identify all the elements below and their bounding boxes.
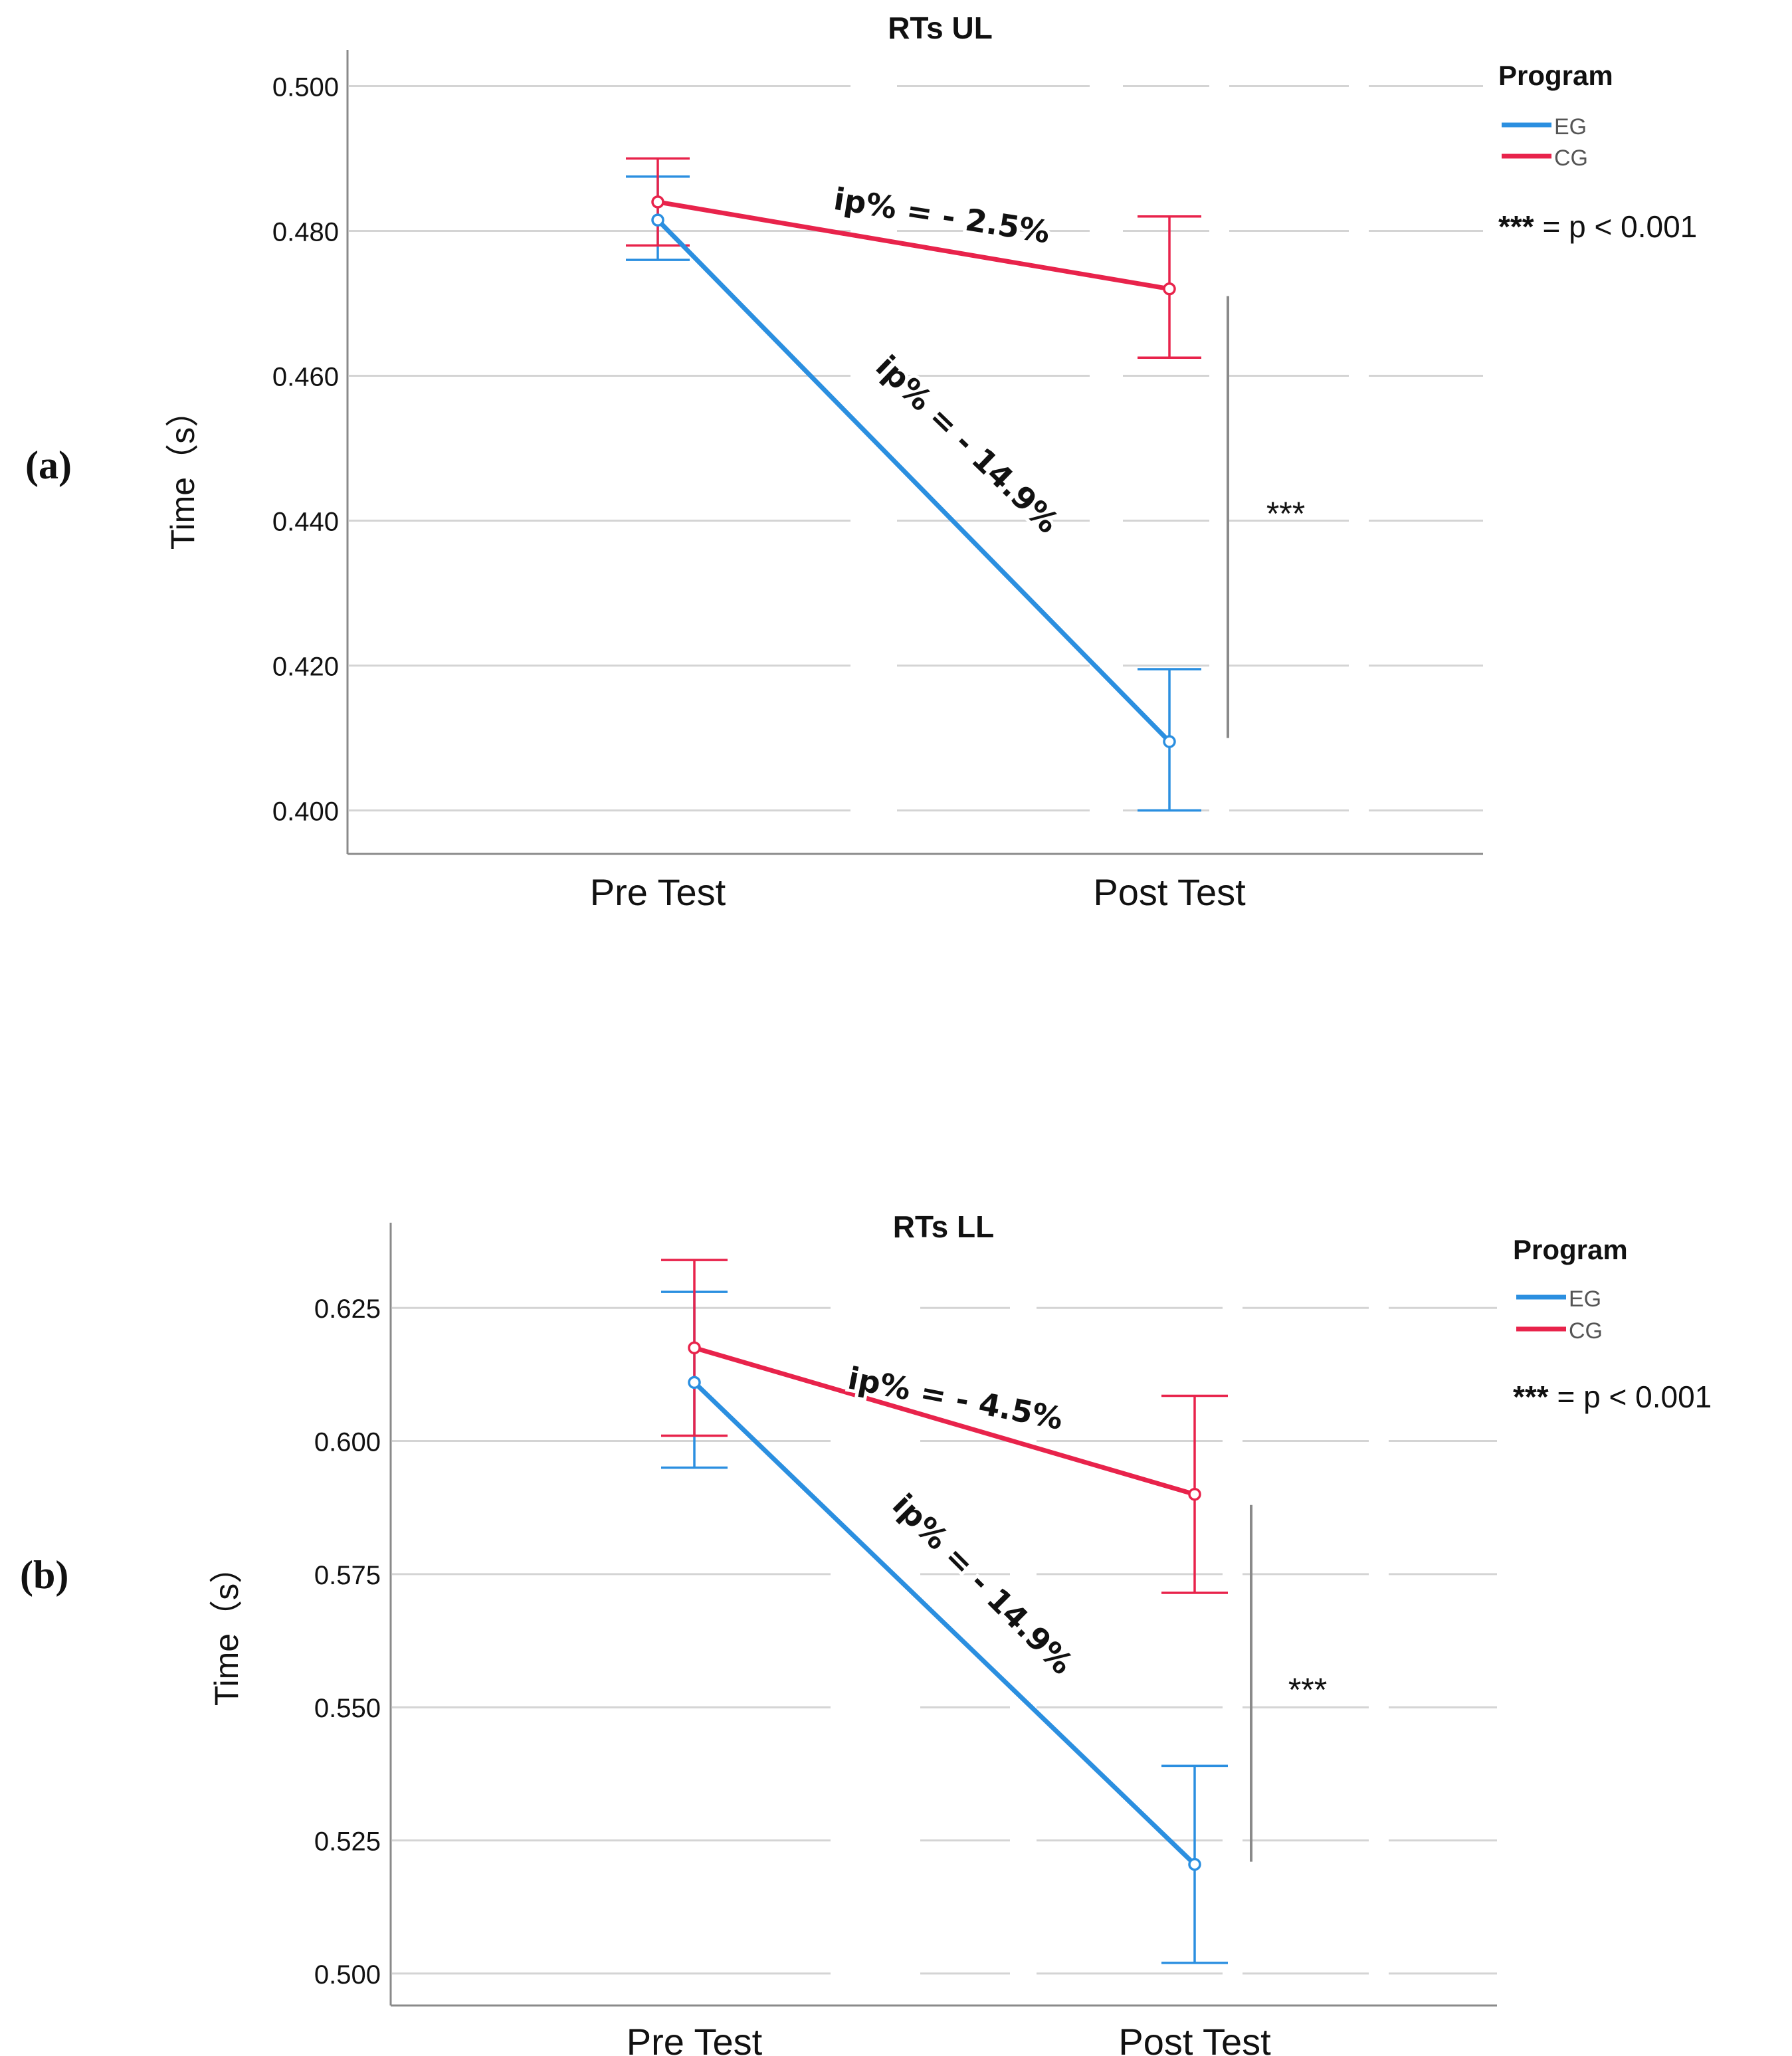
y-tick-label: 0.525 xyxy=(314,1827,381,1857)
panel-label: (a) xyxy=(25,443,72,487)
chart-panel-b: 0.500 0.525 0.550 0.575 0.600 0.625 RTs LL (b) T… xyxy=(20,1209,1712,2056)
y-tick-label: 0.575 xyxy=(314,1561,381,1590)
x-tick-label: Post Test xyxy=(1118,2021,1271,2056)
significance-stars: *** xyxy=(1266,495,1305,532)
y-tick-label: 0.420 xyxy=(272,653,339,682)
annotation-ip-cg: ip% = - 2.5% xyxy=(831,181,1052,251)
panel-label: (b) xyxy=(20,1553,68,1597)
y-tick-label: 0.400 xyxy=(272,797,339,827)
data-point-cg xyxy=(1188,1487,1201,1501)
legend-label-cg: CG xyxy=(1569,1318,1603,1344)
legend-title: Program xyxy=(1513,1234,1628,1265)
significance-note-stars: *** xyxy=(1513,1380,1557,1414)
series-line-eg xyxy=(692,1380,1197,1867)
significance-note-stars: *** xyxy=(1498,209,1542,244)
significance-stars: *** xyxy=(1288,1671,1327,1708)
y-tick-label: 0.440 xyxy=(272,508,339,537)
legend: Program EG CG *** = p < 0.001 xyxy=(1498,60,1697,244)
x-tick-label: Pre Test xyxy=(627,2021,763,2056)
significance-note-text: = p < 0.001 xyxy=(1557,1380,1712,1414)
legend: Program EG CG *** = p < 0.001 xyxy=(1513,1234,1712,1414)
x-tick-label: Pre Test xyxy=(590,871,726,913)
chart-title: RTs UL xyxy=(888,11,993,45)
annotation-ip-eg: ip% = - 14.9% xyxy=(869,348,1066,540)
data-point-cg xyxy=(1163,282,1176,296)
series-line-eg xyxy=(655,217,1172,744)
chart-title: RTs LL xyxy=(893,1209,994,1244)
significance-note: *** = p < 0.001 xyxy=(1498,209,1697,244)
data-point-cg xyxy=(651,195,664,209)
data-point-eg xyxy=(1188,1857,1201,1871)
legend-label-cg: CG xyxy=(1554,146,1588,171)
significance-note-text: = p < 0.001 xyxy=(1542,209,1697,244)
annotation-ip-eg: ip% = - 14.9% xyxy=(886,1487,1080,1681)
data-point-eg xyxy=(651,213,664,227)
y-tick-label: 0.460 xyxy=(272,363,339,392)
y-axis-label: Time（s） xyxy=(208,1550,245,1706)
significance-note: *** = p < 0.001 xyxy=(1513,1380,1712,1414)
data-point-eg xyxy=(1163,735,1176,748)
legend-label-eg: EG xyxy=(1569,1286,1601,1312)
legend-label-eg: EG xyxy=(1554,114,1587,140)
y-axis-label: Time（s） xyxy=(164,394,201,550)
y-tick-label: 0.550 xyxy=(314,1694,381,1723)
x-tick-label: Post Test xyxy=(1093,871,1246,913)
legend-title: Program xyxy=(1498,60,1613,91)
series-line-cg xyxy=(692,1345,1197,1497)
series-line-cg xyxy=(655,199,1172,292)
y-tick-label: 0.500 xyxy=(272,73,339,102)
y-tick-label: 0.500 xyxy=(314,1960,381,1990)
y-tick-label: 0.600 xyxy=(314,1428,381,1457)
data-point-eg xyxy=(688,1376,701,1389)
data-point-cg xyxy=(688,1341,701,1355)
y-tick-label: 0.480 xyxy=(272,218,339,247)
chart-panel-a: 0.400 0.420 0.440 0.460 0.480 0.500 RTs UL (a) T… xyxy=(25,11,1697,913)
y-tick-label: 0.625 xyxy=(314,1294,381,1324)
